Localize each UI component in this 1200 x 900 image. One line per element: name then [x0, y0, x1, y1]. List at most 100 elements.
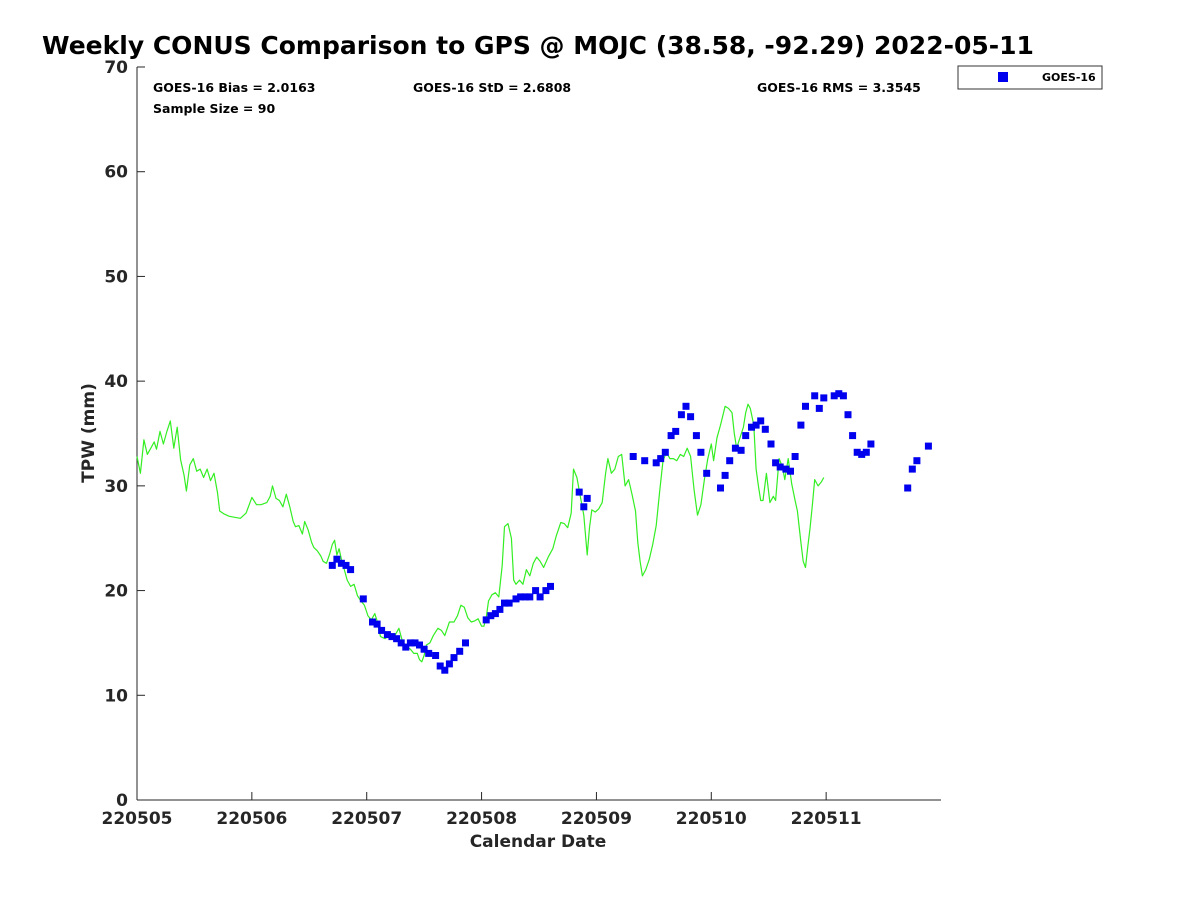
goes-16-point [667, 432, 675, 440]
goes-16-point [677, 411, 685, 419]
goes-16-point [393, 635, 401, 643]
goes-16-point [383, 631, 391, 639]
goes-16-point [767, 440, 775, 448]
goes-16-point [445, 660, 453, 668]
goes-16-point [657, 455, 665, 463]
goes-16-point [737, 446, 745, 454]
y-tick-label: 40 [104, 372, 128, 392]
legend: GOES-16 [957, 65, 1103, 90]
y-tick-label: 10 [104, 686, 128, 706]
goes-16-point [752, 421, 760, 429]
goes-16-point [441, 666, 449, 674]
goes-16-point [542, 587, 550, 595]
plot-area [136, 67, 941, 801]
goes-16-point [782, 465, 790, 473]
goes-16-point [333, 555, 341, 563]
goes-16-point [501, 599, 508, 607]
y-tick-label: 20 [104, 582, 128, 602]
goes-16-point [672, 427, 680, 435]
goes-16-point [641, 457, 649, 465]
goes-16-point [687, 413, 695, 421]
goes-16-point [505, 599, 513, 607]
chart-title: Weekly CONUS Comparison to GPS @ MOJC (3… [42, 31, 1034, 60]
goes-16-point [820, 394, 828, 402]
goes-16-point [512, 595, 520, 603]
goes-16-point [904, 484, 912, 492]
goes-16-point [761, 425, 769, 433]
goes-16-point [791, 453, 799, 460]
goes-16-point [347, 566, 355, 574]
goes-16-point [757, 417, 765, 425]
goes-16-point [726, 457, 734, 465]
goes-16-point [748, 423, 755, 431]
goes-16-point [652, 459, 660, 467]
goes-16-point [835, 390, 843, 398]
goes-16-point [517, 593, 525, 601]
goes-16-point [661, 448, 669, 456]
rms-stat: GOES-16 RMS = 3.3545 [757, 80, 921, 95]
goes-16-point [772, 459, 780, 467]
y-tick-label: 60 [104, 163, 128, 183]
goes-16-point [369, 618, 376, 626]
goes-16-point [432, 652, 440, 659]
goes-16-point [547, 582, 554, 590]
goes-16-point [450, 654, 458, 662]
legend-box [957, 65, 1103, 90]
goes-16-point [496, 605, 504, 613]
x-axis-label: Calendar Date [470, 832, 607, 852]
goes-16-point [402, 643, 410, 651]
goes-16-point [378, 626, 386, 634]
goes-16-point [436, 662, 444, 670]
goes-16-point [787, 467, 794, 475]
goes-16-series [328, 390, 932, 674]
x-tick-label: 220508 [446, 809, 517, 829]
goes-16-point [575, 488, 583, 496]
goes-16-point [913, 457, 921, 465]
goes-16-point [908, 465, 916, 473]
goes-16-point [797, 421, 805, 429]
x-tick-label: 220510 [676, 809, 747, 829]
legend-marker-square-icon [998, 72, 1008, 82]
goes-16-point [867, 440, 875, 448]
bias-stat: GOES-16 Bias = 2.0163 [153, 80, 315, 95]
y-tick-label: 30 [104, 477, 128, 497]
goes-16-point [397, 639, 405, 647]
goes-16-point [839, 392, 847, 400]
goes-16-point [342, 561, 350, 569]
goes-16-point [416, 641, 423, 649]
y-tick-label: 0 [116, 791, 128, 811]
goes-16-point [487, 612, 495, 620]
goes-16-point [420, 645, 428, 653]
x-axis: 220505 220506 220507 220508 220509 220510 2205… [102, 792, 862, 829]
goes-16-point [532, 587, 540, 595]
sample-size-stat: Sample Size = 90 [153, 101, 275, 116]
goes-16-point [583, 494, 591, 502]
gps-line [136, 403, 825, 663]
goes-16-point [776, 463, 784, 471]
goes-16-point [491, 610, 499, 618]
x-tick-label: 220506 [216, 809, 287, 829]
x-tick-label: 220509 [561, 809, 632, 829]
gps-series [136, 403, 825, 663]
goes-16-point [337, 559, 345, 567]
goes-16-point [802, 402, 809, 410]
goes-16-point [849, 432, 857, 440]
goes-16-point [742, 432, 750, 440]
legend-label-goes-16: GOES-16 [1042, 71, 1096, 84]
std-stat: GOES-16 StD = 2.6808 [413, 80, 571, 95]
y-tick-label: 70 [104, 58, 128, 78]
goes-16-point [373, 620, 381, 628]
y-tick-label: 50 [104, 267, 128, 287]
goes-16-point [717, 484, 724, 492]
goes-16-point [924, 442, 932, 450]
goes-16-point [815, 404, 823, 412]
goes-16-point [456, 647, 464, 655]
goes-16-point [682, 402, 690, 410]
goes-16-point [862, 448, 870, 456]
goes-16-point [526, 593, 534, 601]
x-tick-label: 220511 [791, 809, 862, 829]
goes-16-point [721, 471, 729, 479]
x-tick-label: 220507 [331, 809, 402, 829]
x-tick-label: 220505 [102, 809, 173, 829]
